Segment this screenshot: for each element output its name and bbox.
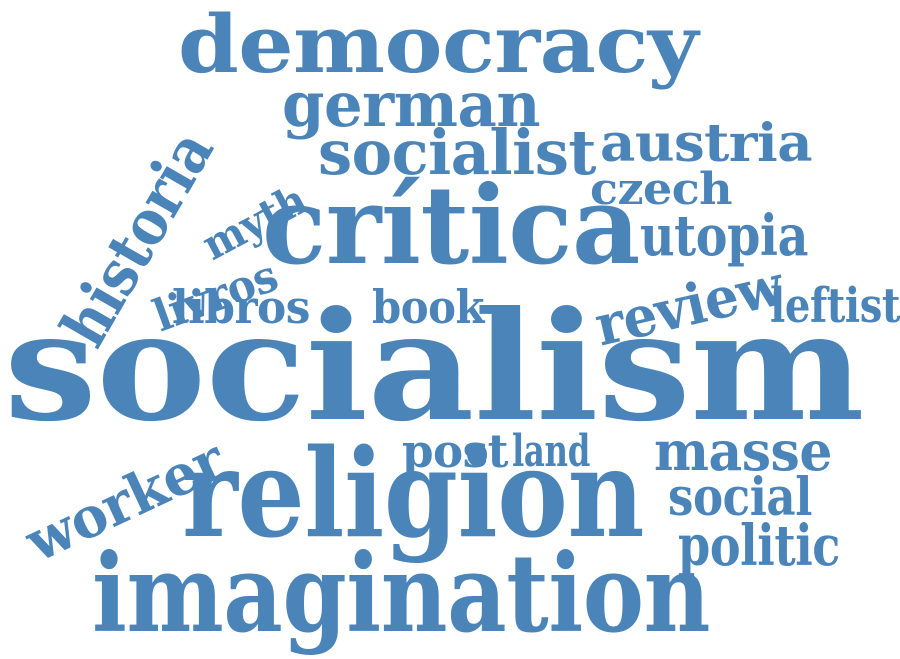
word-libros: libros — [172, 280, 310, 334]
word-utopia: utopia — [640, 203, 809, 269]
word-imagination: imagination — [92, 531, 711, 657]
word-book: book — [372, 280, 485, 334]
word-post: post — [402, 424, 508, 478]
word-austria: austria — [600, 113, 813, 174]
word-socialism: socialism — [4, 279, 865, 455]
word-social: social — [668, 467, 812, 528]
word-german: german — [282, 68, 541, 141]
word-democracy: democracy — [178, 0, 698, 91]
word-leftist: leftist — [770, 278, 900, 334]
word-critica: crítica — [262, 163, 640, 289]
word-czech: czech — [590, 164, 733, 215]
word-religion: religion — [182, 421, 645, 565]
word-socialist: socialist — [318, 116, 596, 189]
word-masse: masse — [654, 419, 832, 483]
word-land: land — [512, 426, 591, 477]
word-politic: politic — [678, 513, 840, 579]
